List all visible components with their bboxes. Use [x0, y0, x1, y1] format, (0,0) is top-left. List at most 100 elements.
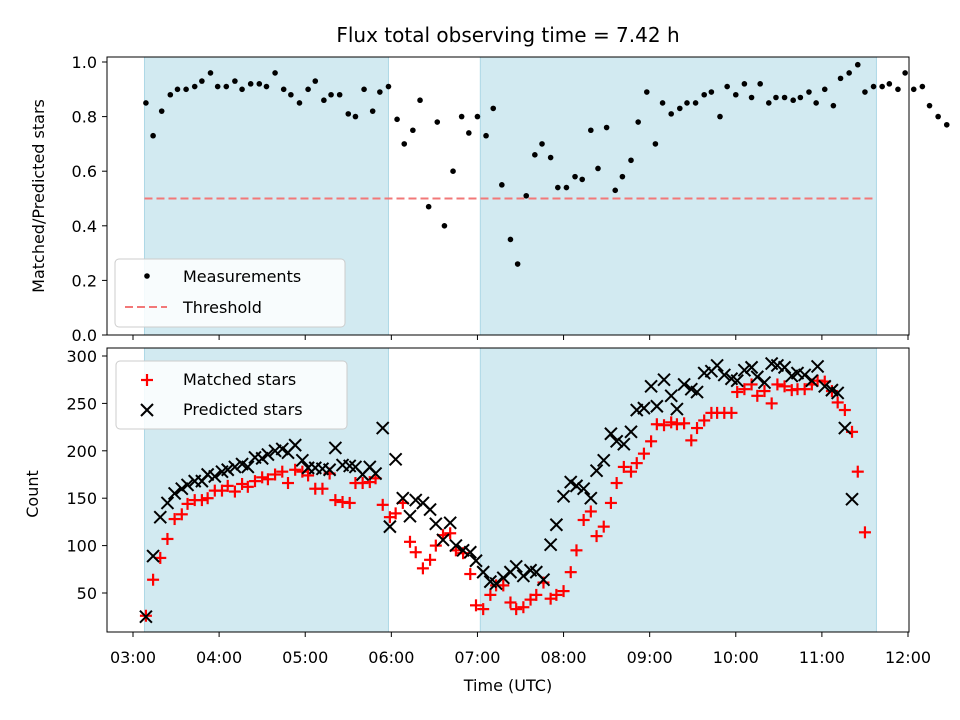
- matched-star-point: [550, 588, 563, 601]
- legend-matched-marker: [141, 374, 153, 386]
- legend-predicted-label: Predicted stars: [183, 400, 303, 419]
- bottom-x-tick-label: 09:00: [627, 648, 673, 667]
- bottom-x-tick-label: 06:00: [368, 648, 414, 667]
- measurement-point: [643, 89, 650, 95]
- measurement-point: [572, 173, 578, 180]
- measurement-point: [757, 81, 763, 87]
- measurement-point: [199, 78, 205, 84]
- measurement-point: [563, 184, 570, 191]
- measurement-point: [328, 91, 334, 98]
- predicted-star-point: [496, 571, 510, 585]
- predicted-star-point: [818, 379, 832, 394]
- measurement-point: [239, 86, 245, 93]
- measurement-point: [724, 83, 730, 90]
- matched-star-point: [584, 505, 597, 518]
- bottom-shaded-interval-1: [479, 347, 877, 633]
- predicted-star-point: [845, 492, 859, 506]
- bottom-x-tick-label: 03:00: [110, 648, 156, 667]
- measurement-point: [821, 86, 828, 93]
- bottom-x-tick-label: 10:00: [713, 648, 759, 667]
- predicted-star-point: [617, 437, 631, 451]
- measurement-point: [659, 100, 666, 106]
- matched-star-point: [403, 535, 416, 548]
- bottom-x-tick-label: 12:00: [885, 648, 931, 667]
- matched-star-point: [241, 480, 254, 493]
- measurement-point: [361, 86, 367, 93]
- measurement-point: [183, 86, 189, 93]
- matched-star-point: [590, 530, 603, 543]
- matched-star-point: [276, 465, 289, 478]
- bottom-y-tick-label: 100: [66, 537, 97, 556]
- measurement-point: [547, 154, 554, 161]
- top-axes-frame: [106, 56, 910, 336]
- measurement-point: [919, 83, 926, 90]
- legend-threshold-label: Threshold: [182, 298, 262, 317]
- measurement-point: [732, 91, 739, 98]
- measurement-point: [174, 86, 181, 93]
- predicted-star-point: [690, 385, 704, 399]
- measurement-point: [336, 91, 343, 98]
- bottom-x-tick-label: 04:00: [196, 648, 242, 667]
- predicted-star-point: [328, 441, 343, 455]
- matched-star-point: [464, 568, 477, 581]
- predicted-star-point: [153, 510, 167, 524]
- matched-star-point: [731, 386, 744, 399]
- predicted-star-point: [838, 421, 852, 435]
- measurement-point: [377, 89, 383, 95]
- measurement-point: [588, 127, 594, 134]
- measurement-point: [612, 187, 619, 194]
- top-legend: Measurements Threshold: [114, 258, 346, 328]
- predicted-star-point: [805, 373, 819, 388]
- measurement-point: [256, 81, 263, 87]
- predicted-star-point: [657, 372, 671, 387]
- predicted-star-point: [208, 469, 222, 484]
- matched-star-point: [444, 527, 457, 540]
- measurement-point: [741, 81, 748, 87]
- measurement-point: [619, 173, 626, 180]
- bottom-y-tick-label: 200: [66, 442, 97, 461]
- matched-star-point: [625, 465, 638, 478]
- matched-star-point: [610, 477, 623, 490]
- top-y-tick-label: 0.2: [72, 271, 97, 290]
- measurement-point: [305, 86, 311, 93]
- bottom-y-tick-label: 50: [77, 584, 97, 603]
- top-y-tick-label: 0.8: [72, 108, 97, 127]
- matched-star-point: [564, 566, 577, 579]
- measurement-point: [401, 141, 408, 147]
- predicted-star-point: [644, 379, 658, 394]
- predicted-star-point: [757, 375, 772, 390]
- predicted-star-point: [797, 368, 812, 382]
- matched-star-point: [409, 546, 422, 559]
- matched-star-point: [851, 465, 864, 478]
- matched-star-point: [329, 494, 342, 507]
- matched-star-point: [597, 520, 610, 533]
- matched-star-point: [168, 513, 181, 526]
- measurement-point: [668, 111, 674, 117]
- measurement-point: [450, 168, 456, 174]
- predicted-star-point: [637, 401, 651, 415]
- measurement-point: [352, 113, 359, 120]
- measurement-point: [595, 165, 601, 172]
- matched-star-point: [504, 596, 517, 609]
- measurement-point: [207, 70, 214, 76]
- measurement-point: [499, 182, 505, 188]
- matched-star-point: [161, 532, 174, 545]
- predicted-star-point: [670, 402, 684, 416]
- bottom-panel: 50 100 150 200 250 300 03:00 04:00 05:00 06:00 07…: [23, 347, 931, 695]
- matched-star-point: [665, 416, 678, 429]
- matched-star-point: [758, 385, 771, 398]
- predicted-star-point: [710, 358, 724, 373]
- matched-star-point: [343, 496, 356, 509]
- measurement-point: [886, 81, 893, 87]
- predicted-star-point: [322, 463, 337, 477]
- matched-star-point: [470, 599, 483, 612]
- matched-star-point: [798, 383, 811, 396]
- matched-star-point: [195, 494, 208, 507]
- bottom-y-tick-label: 300: [66, 347, 97, 366]
- matched-star-point: [858, 526, 871, 539]
- measurement-point: [425, 203, 432, 210]
- measurement-point: [830, 102, 837, 109]
- top-y-tick-label: 0.4: [72, 217, 97, 236]
- top-shaded-interval-1: [479, 56, 877, 336]
- matched-star-point: [147, 573, 160, 586]
